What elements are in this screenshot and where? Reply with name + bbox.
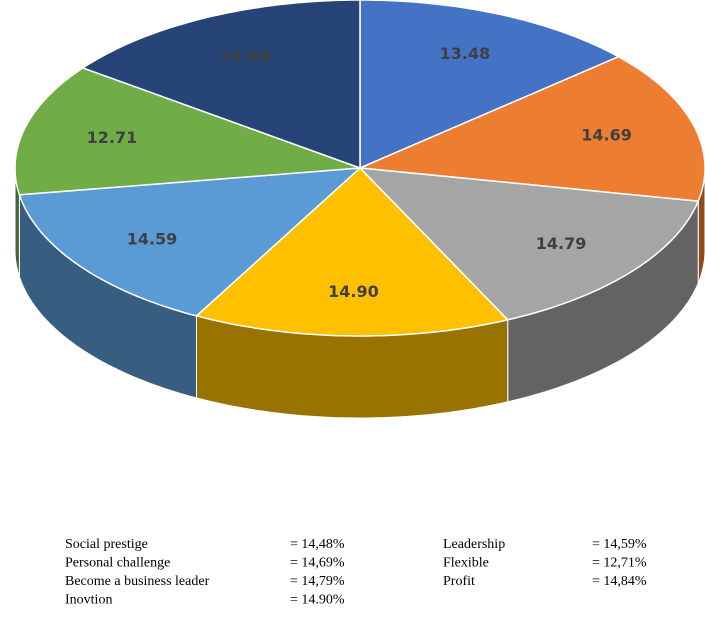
note-name: Leadership xyxy=(443,537,505,552)
note-name: Inovtion xyxy=(65,593,112,608)
note-value: = 14.90% xyxy=(290,593,345,608)
value-label: 14.69 xyxy=(581,125,632,144)
pie-slice xyxy=(359,55,705,203)
note-name: Personal challenge xyxy=(65,556,170,571)
value-label: 14.90 xyxy=(328,282,379,301)
pie-slice xyxy=(18,167,363,317)
pie-slice xyxy=(359,0,621,170)
note-value: = 14,59% xyxy=(592,537,647,552)
note-value: = 14,48% xyxy=(290,537,345,552)
note-value: = 14,69% xyxy=(290,556,345,571)
pie-slice xyxy=(81,0,361,170)
note-value: = 14,84% xyxy=(592,574,647,589)
note-value: = 14,79% xyxy=(290,574,345,589)
value-label: 14.79 xyxy=(536,234,587,253)
note-name: Flexible xyxy=(443,556,489,571)
pie-slice xyxy=(194,166,510,337)
note-name: Become a business leader xyxy=(65,574,210,589)
pie-slice xyxy=(358,167,700,321)
value-label: 12.71 xyxy=(87,128,138,147)
note-name: Profit xyxy=(443,574,475,589)
value-label: 14.84 xyxy=(220,46,271,65)
note-name: Social prestige xyxy=(65,537,148,552)
value-label: 14.59 xyxy=(127,230,178,249)
value-label: 13.48 xyxy=(440,44,491,63)
pie-slice xyxy=(14,67,361,196)
note-value: = 12,71% xyxy=(592,556,647,571)
